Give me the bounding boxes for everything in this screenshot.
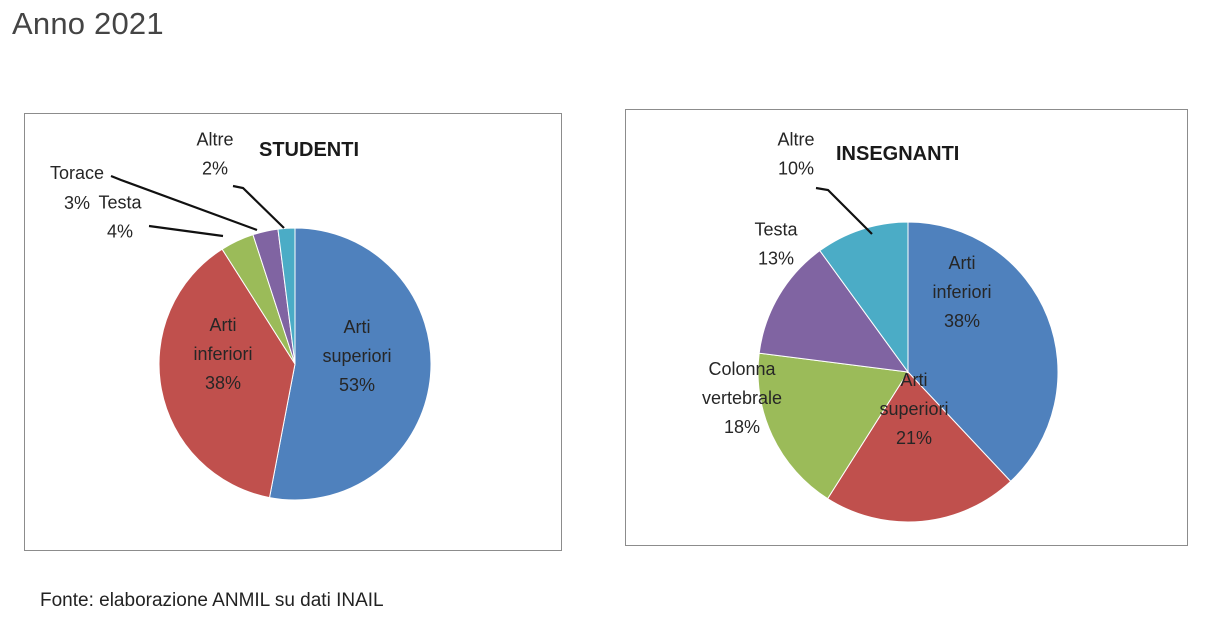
chart-insegnanti: INSEGNANTI Arti inferiori 38% Arti superiori 2… xyxy=(625,109,1188,546)
slice-label-arti-superiori: Arti superiori 53% xyxy=(322,317,391,395)
pie-slice-testa xyxy=(758,249,910,373)
pie-slice-arti-superiori xyxy=(826,371,1012,523)
leader-line-altre xyxy=(815,186,873,235)
slice-label-altre: Altre 10% xyxy=(777,130,814,179)
pie-slice-altre xyxy=(277,227,296,365)
slice-label-testa: Testa 13% xyxy=(754,220,798,269)
slice-label-arti-inferiori: Arti inferiori 38% xyxy=(193,315,252,393)
pie-slice-arti-inferiori xyxy=(907,221,1059,483)
pie-slice-altre xyxy=(819,221,909,374)
source-note: Fonte: elaborazione ANMIL su dati INAIL xyxy=(40,590,384,611)
page-title: Anno 2021 xyxy=(12,6,164,41)
pie-slice-arti-superiori xyxy=(268,227,432,501)
pie-chart-insegnanti: INSEGNANTI Arti inferiori 38% Arti superiori 2… xyxy=(702,130,1059,523)
slice-label-testa: Testa 4% xyxy=(98,193,142,242)
slice-label-altre: Altre 2% xyxy=(196,130,233,179)
pie-chart-studenti: STUDENTI Arti superiori 53% Arti inferiori 38%… xyxy=(50,130,432,501)
slice-value-torace: 3% xyxy=(64,193,90,213)
slice-label-torace: Torace xyxy=(50,163,104,183)
leader-line-torace xyxy=(110,174,258,232)
slice-label-arti-superiori: Arti superiori 21% xyxy=(879,370,948,448)
pie-slice-colonna-vertebrale xyxy=(757,352,909,500)
chart-studenti: STUDENTI Arti superiori 53% Arti inferiori 38%… xyxy=(24,113,562,551)
chart-title: STUDENTI xyxy=(259,139,359,161)
leader-line-altre xyxy=(232,184,285,229)
leader-line-testa xyxy=(148,224,224,238)
chart-title: INSEGNANTI xyxy=(836,143,959,165)
slice-label-arti-inferiori: Arti inferiori 38% xyxy=(932,253,991,331)
slice-label-colonna-vertebrale: Colonna vertebrale 18% xyxy=(702,359,782,437)
